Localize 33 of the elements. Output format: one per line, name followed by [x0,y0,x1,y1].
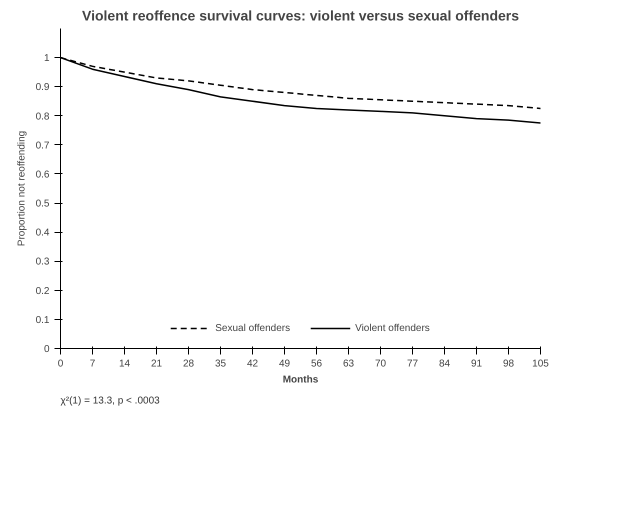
x-tick-label: 105 [532,358,550,370]
x-tick-label: 49 [278,358,290,370]
x-tick-label: 91 [470,358,482,370]
y-tick-label: 0.1 [36,314,50,326]
y-tick-label: 0 [44,344,50,355]
chart-title: Violent reoffence survival curves: violent versus sexual offenders [82,8,520,24]
y-tick-label: 0.5 [36,198,50,210]
y-tick-label: 0.3 [36,256,50,268]
x-tick-label: 42 [246,358,258,370]
x-tick-label: 28 [182,358,194,370]
x-tick-label: 7 [90,358,96,370]
x-tick-label: 56 [310,358,322,370]
x-tick-label: 63 [342,358,354,370]
x-tick-label: 70 [374,358,386,370]
y-tick-label: 0.6 [36,169,50,180]
x-tick-label: 77 [406,358,418,370]
x-tick-label: 0 [58,358,64,370]
y-tick-label: 1 [44,53,50,64]
y-tick-label: 0.9 [36,82,50,94]
y-tick-label: 0.8 [36,111,50,122]
x-tick-label: 84 [438,358,450,370]
x-tick-label: 14 [118,358,130,370]
text: χ²(1) = 13.3, p < .0003 [60,396,160,406]
y-tick-label: 0.4 [36,228,50,239]
x-axis-title: Months [282,374,319,386]
x-tick-label: 98 [502,358,514,370]
y-tick-label: 0.7 [36,140,50,152]
legend-label: Violent offenders [355,322,430,334]
y-axis-title: Proportion not reoffending [16,130,28,246]
y-tick-label: 0.2 [36,286,50,297]
legend-label: Sexual offenders [215,322,290,334]
x-tick-label: 35 [214,358,226,370]
x-tick-label: 21 [150,358,162,370]
